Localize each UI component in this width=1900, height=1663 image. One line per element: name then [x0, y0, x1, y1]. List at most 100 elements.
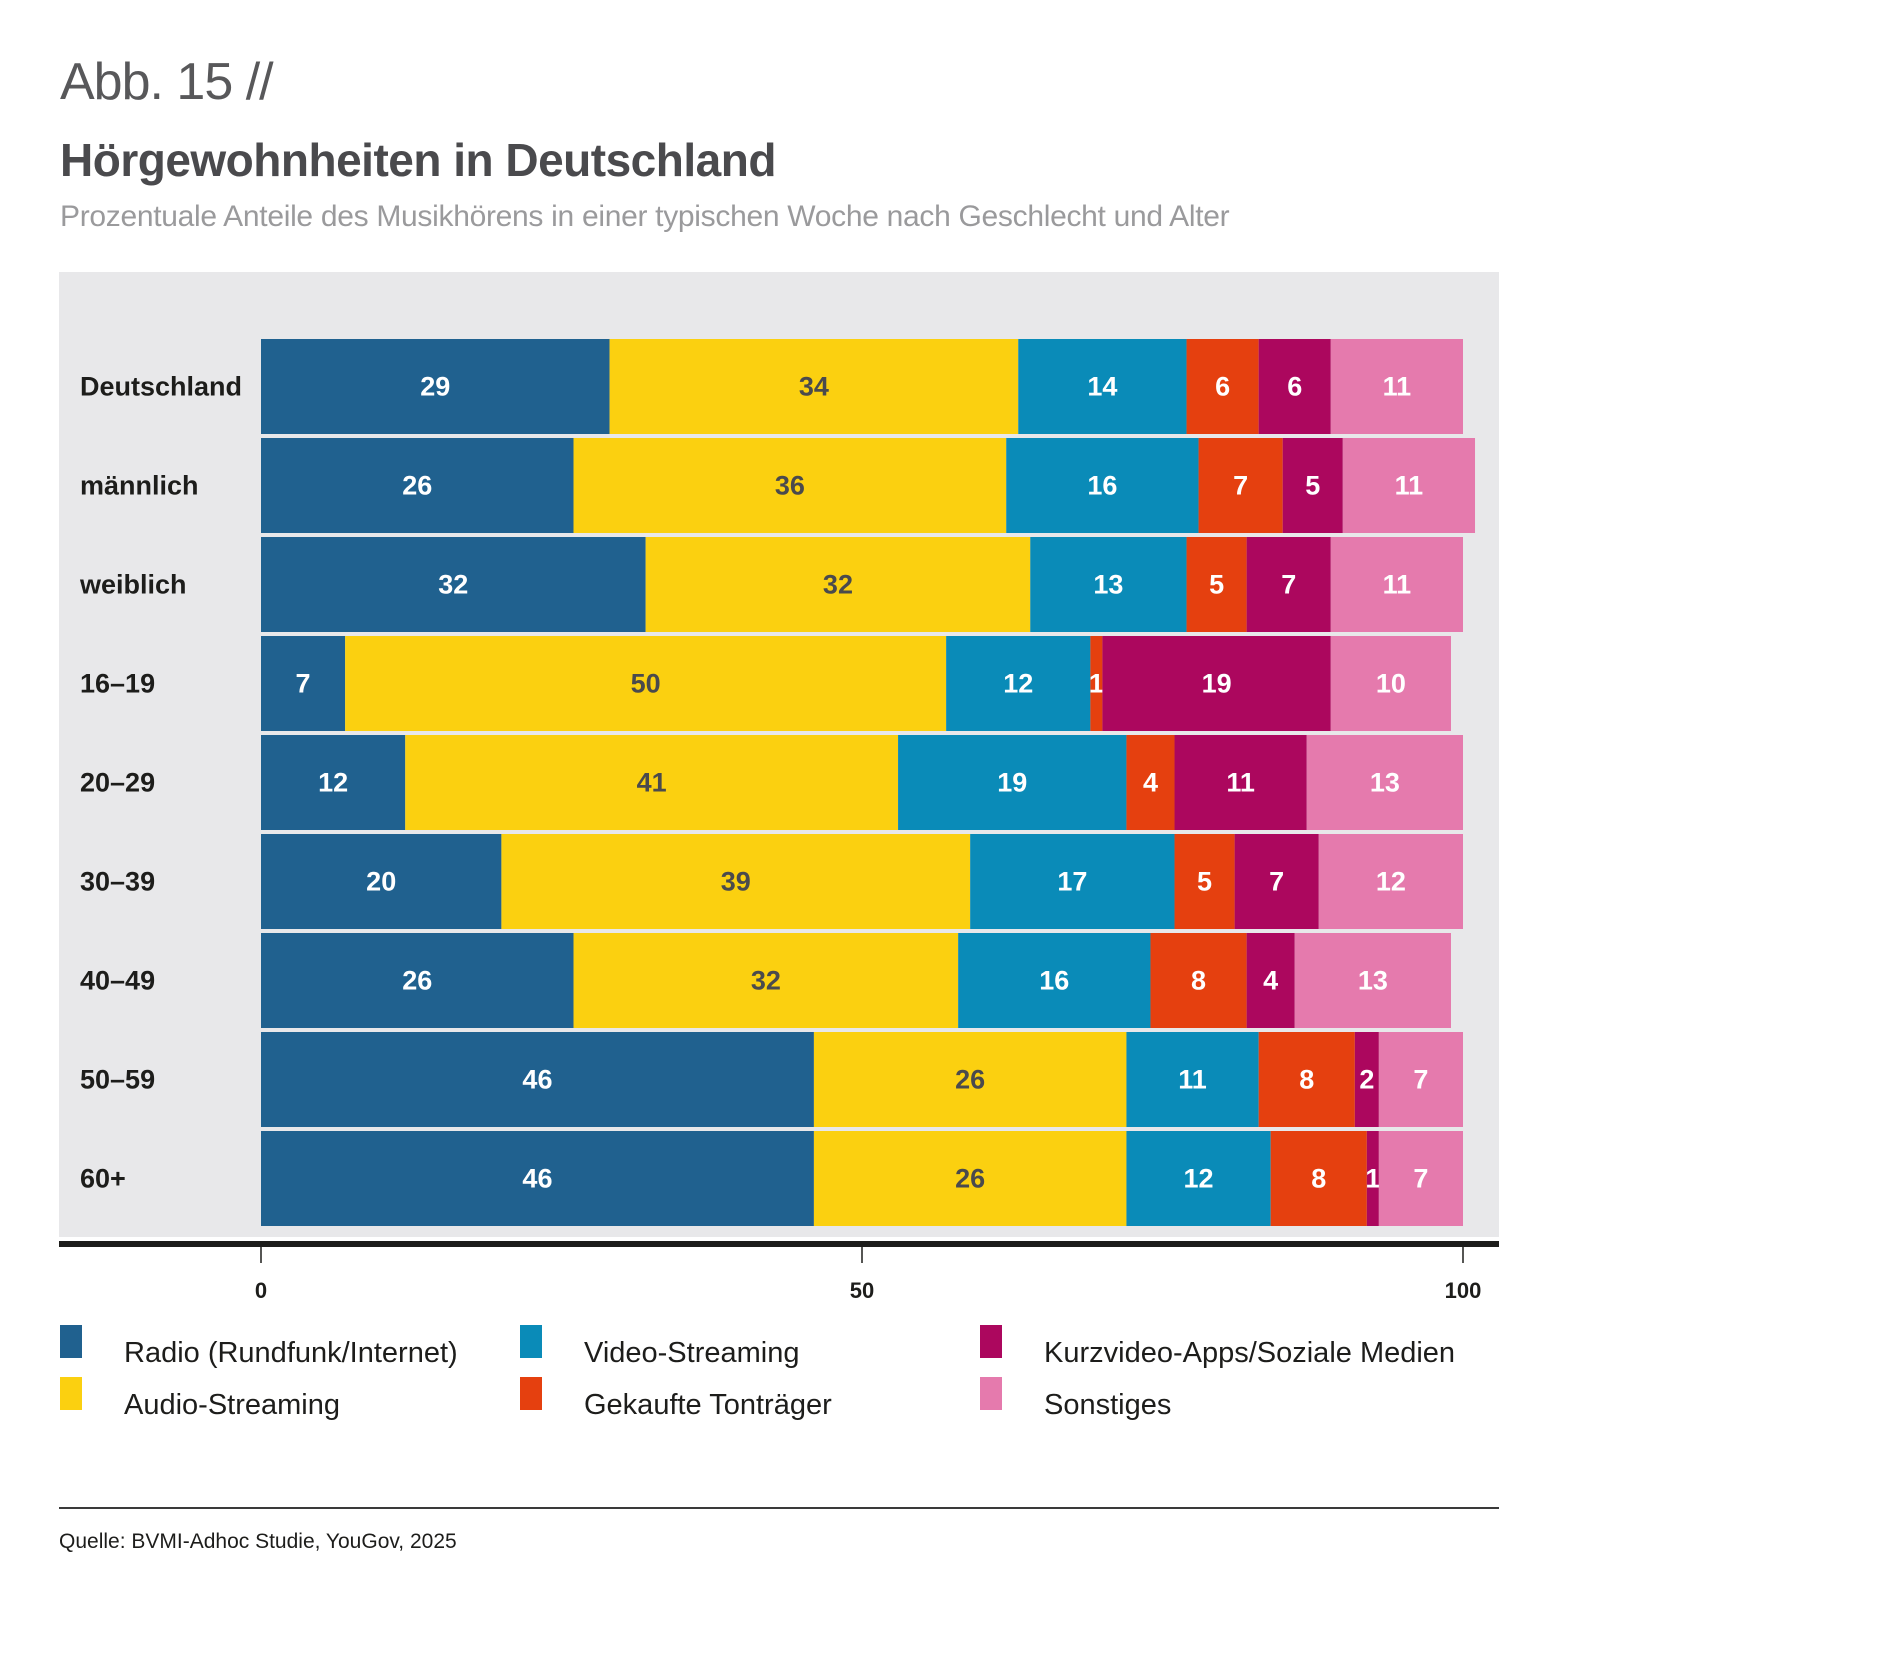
legend-item: Video-Streaming: [520, 1325, 799, 1370]
bar-segment: [261, 438, 574, 533]
data-label: 16: [1039, 966, 1069, 996]
source-note: Quelle: BVMI-Adhoc Studie, YouGov, 2025: [59, 1530, 457, 1553]
data-label: 12: [1003, 669, 1033, 699]
legend-label: Audio-Streaming: [124, 1389, 340, 1421]
bar-segment: [1126, 735, 1175, 830]
bar-segment: [1174, 735, 1307, 830]
bar-segment: [1318, 834, 1463, 929]
bar-segment: [609, 339, 1019, 434]
data-label: 32: [438, 570, 468, 600]
data-label: 17: [1057, 867, 1087, 897]
data-label: 13: [1358, 966, 1388, 996]
data-label: 19: [1202, 669, 1232, 699]
bar-segment: [1090, 636, 1103, 731]
data-label: 13: [1093, 570, 1123, 600]
bar-row: 7 50 12 1 19 10: [261, 636, 1451, 731]
data-label: 32: [823, 570, 853, 600]
bar-segment: [261, 636, 346, 731]
legend-label: Video-Streaming: [584, 1337, 800, 1369]
bar-segment: [261, 1131, 814, 1226]
legend-swatch: [980, 1325, 1002, 1358]
figure-number: Abb. 15 //: [60, 53, 274, 111]
bar-segment: [261, 933, 574, 1028]
x-axis-line: [59, 1241, 1499, 1247]
data-label: 12: [1184, 1164, 1214, 1194]
data-label: 12: [318, 768, 348, 798]
row-label: 60+: [80, 1164, 126, 1194]
data-label: 20: [366, 867, 396, 897]
legend-item: Kurzvideo-Apps/Soziale Medien: [980, 1325, 1455, 1370]
data-label: 26: [402, 966, 432, 996]
legend: Radio (Rundfunk/Internet) Audio-Streaming…: [60, 1325, 1500, 1435]
bar-segment: [261, 339, 610, 434]
data-label: 10: [1376, 669, 1406, 699]
bar-row: 26 36 16 7 5 11: [261, 438, 1476, 533]
chart-subtitle: Prozentuale Anteile des Musikhörens in e…: [60, 200, 1230, 233]
data-label: 13: [1370, 768, 1400, 798]
bar-segment: [1174, 834, 1235, 929]
bar-segment: [813, 1032, 1127, 1127]
data-label: 7: [1281, 570, 1296, 600]
bar-row: 26 32 16 8 4 13: [261, 933, 1451, 1028]
data-label: 46: [522, 1065, 552, 1095]
data-label: 11: [1178, 1065, 1207, 1095]
bar-segment: [1102, 636, 1331, 731]
x-axis: 0 50 100: [59, 1241, 1499, 1303]
bar-segment: [1270, 1131, 1367, 1226]
legend-swatch: [520, 1377, 542, 1410]
data-label: 19: [997, 768, 1027, 798]
legend-label: Radio (Rundfunk/Internet): [124, 1337, 458, 1369]
legend-item: Sonstiges: [980, 1377, 1171, 1422]
data-label: 11: [1395, 471, 1424, 501]
data-label: 8: [1299, 1065, 1314, 1095]
bar-segment: [501, 834, 971, 929]
bar-segment: [261, 735, 406, 830]
bar-row: 46 26 11 8 2 7: [261, 1032, 1463, 1127]
bar-segment: [1354, 1032, 1379, 1127]
bar-segment: [1330, 339, 1463, 434]
bar-segment: [405, 735, 899, 830]
row-label: 16–19: [80, 669, 155, 699]
row-label: 40–49: [80, 966, 155, 996]
data-label: 32: [751, 966, 781, 996]
bar-segment: [1186, 339, 1259, 434]
bar-segment: [1246, 933, 1295, 1028]
data-label: 34: [799, 372, 829, 402]
bar-row: 46 26 12 8 1 7: [261, 1131, 1463, 1226]
data-label: 39: [721, 867, 751, 897]
bar-row: 20 39 17 5 7 12: [261, 834, 1463, 929]
bar-segment: [1018, 339, 1187, 434]
data-label: 41: [637, 768, 667, 798]
bar-segment: [1294, 933, 1451, 1028]
bar-segment: [345, 636, 947, 731]
data-label: 7: [1413, 1164, 1428, 1194]
data-label: 7: [1413, 1065, 1428, 1095]
bar-segment: [1306, 735, 1463, 830]
bar-segment: [946, 636, 1091, 731]
bar-segment: [573, 933, 959, 1028]
bar-segment: [1186, 537, 1247, 632]
legend-label: Gekaufte Tonträger: [584, 1389, 832, 1421]
x-tick-label: 0: [255, 1278, 267, 1303]
data-label: 11: [1383, 570, 1412, 600]
legend-item: Audio-Streaming: [60, 1377, 340, 1422]
data-label: 1: [1365, 1164, 1380, 1194]
data-label: 11: [1383, 372, 1412, 402]
data-label: 29: [420, 372, 450, 402]
legend-swatch: [60, 1325, 82, 1358]
legend-item: Gekaufte Tonträger: [520, 1377, 832, 1422]
bar-segment: [1330, 537, 1463, 632]
row-label: männlich: [80, 471, 199, 501]
data-label: 26: [402, 471, 432, 501]
bar-segment: [1198, 438, 1283, 533]
data-label: 14: [1087, 372, 1117, 402]
bar-segment: [1282, 438, 1343, 533]
data-label: 4: [1263, 966, 1278, 996]
data-label: 5: [1305, 471, 1320, 501]
bar-segment: [261, 537, 646, 632]
data-label: 1: [1089, 669, 1104, 699]
bar-segment: [261, 1032, 814, 1127]
bar-segment: [813, 1131, 1127, 1226]
legend-label: Sonstiges: [1044, 1389, 1172, 1421]
